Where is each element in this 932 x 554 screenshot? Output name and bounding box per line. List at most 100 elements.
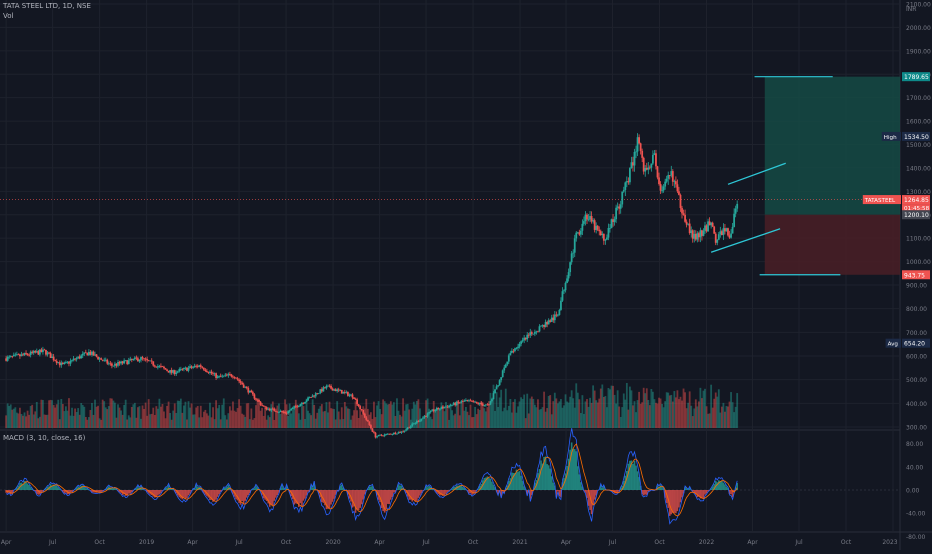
macd-bar [354,490,357,513]
volume-bar [245,403,248,428]
candle-body [633,151,636,166]
symbol-title[interactable]: TATA STEEL LTD, 1D, NSE [3,2,91,10]
candle-body [121,361,124,364]
candle-body [146,359,149,361]
macd-bar [52,484,55,490]
macd-label[interactable]: MACD (3, 10, close, 16) [3,434,86,442]
macd-bar [161,490,164,491]
candle-body [160,365,162,367]
volume-bar [140,418,142,428]
macd-bar [37,490,40,495]
macd-bar [695,490,697,495]
macd-bar [108,486,110,490]
candle-body [541,325,544,326]
candle-body [515,348,518,349]
candle-body [671,171,674,182]
macd-bar [244,490,247,501]
candle-body [40,349,43,353]
x-tick-label: Oct [654,539,665,546]
volume-bar [472,417,475,428]
volume-bar [693,408,696,428]
volume-bar [428,408,431,428]
macd-bar [209,490,211,500]
volume-bar [133,402,136,428]
volume-bar [558,401,561,428]
candle-body [365,417,368,420]
volume-bar [279,413,282,428]
candle-body [734,208,737,214]
price-tag-name [881,131,901,141]
candle-body [270,408,273,411]
candle-body [377,434,380,437]
volume-bar [506,410,509,428]
volume-bar [158,398,161,428]
macd-bar [564,473,567,490]
macd-bar [137,486,139,490]
candle-body [385,434,388,435]
candle-body [503,367,506,371]
volume-bar [150,413,153,428]
candle-body [230,374,233,377]
volume-bar [178,400,181,428]
countdown-tag [902,204,930,213]
macd-bar [222,487,225,490]
macd-bar [661,486,663,490]
candle-body [184,367,187,369]
macd-bar [334,490,337,495]
macd-bar [212,490,214,502]
macd-bar [719,481,722,490]
candle-body [483,405,486,406]
candle-body [461,401,464,403]
volume-bar [437,409,440,428]
volume-label[interactable]: Vol [3,12,14,20]
candle-body [495,386,498,390]
macd-bar [204,490,207,495]
macd-bar [673,490,676,513]
volume-bar [658,397,660,428]
macd-bar [362,490,365,500]
candle-body [307,397,309,401]
volume-bar [386,404,389,428]
volume-bar [412,401,415,428]
candle-body [636,137,639,152]
macd-bar [722,482,725,490]
volume-bar [662,407,665,428]
candle-body [578,232,581,235]
candle-body [521,340,524,342]
volume-bar [45,414,47,428]
macd-bar [523,486,525,490]
candle-body [478,402,481,405]
candle-body [304,402,306,404]
candle-body [644,167,647,172]
volume-bar [727,406,729,428]
macd-bar [494,487,496,490]
macd-bar [195,484,197,490]
volume-bar [228,406,231,428]
loss-zone [764,214,900,275]
volume-bar [561,407,564,428]
macd-bar [351,490,354,508]
macd-bar [330,490,332,505]
candle-body [130,358,133,360]
macd-bar [515,469,518,490]
candle-body [550,317,553,322]
volume-bar [530,396,533,428]
volume-bar [233,410,236,428]
y-tick-label: 1100.00 [906,236,931,243]
volume-bar [676,390,679,428]
candle-body [218,375,221,377]
candle-body [383,434,386,437]
volume-bar [734,406,737,428]
macd-bar [589,490,591,510]
candle-body [233,376,236,378]
volume-bar [642,387,645,428]
candle-body [164,368,167,370]
macd-bar [11,490,14,494]
volume-bar [550,414,553,428]
macd-bar [218,490,220,495]
volume-bar [510,412,513,428]
volume-bar [449,404,452,428]
candle-body [645,167,648,170]
candle-body [527,334,530,336]
x-tick-label: Oct [468,539,479,546]
